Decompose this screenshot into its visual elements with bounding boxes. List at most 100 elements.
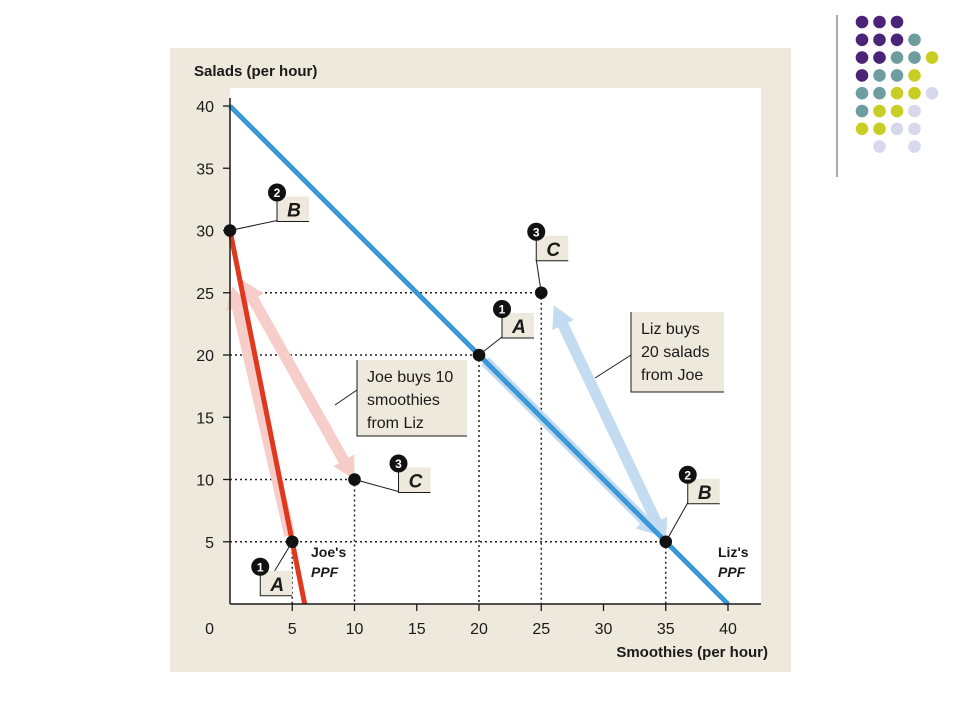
joe-c-leader: [354, 479, 399, 492]
y-tick-label: 20: [196, 348, 214, 365]
joe-trade-note-box: [357, 360, 467, 436]
x-tick-label: 10: [346, 621, 364, 638]
y-tick-label: 40: [196, 99, 214, 116]
liz-ppf-label-line2: PPF: [718, 564, 746, 580]
joe-b-number-badge: [268, 183, 286, 202]
liz-a-number-badge: [493, 300, 511, 318]
decorative-dot: [855, 86, 869, 100]
origin-label: 0: [205, 621, 214, 638]
liz-b-leader: [665, 502, 689, 542]
liz-b-label-box: [687, 478, 720, 504]
liz-c-number-badge: [527, 222, 546, 241]
decorative-dot: [873, 140, 886, 153]
decorative-dot: [908, 51, 921, 64]
decorative-dot: [925, 51, 939, 64]
decorative-dot: [908, 33, 921, 47]
decorative-dot: [873, 104, 886, 118]
joe-b-label-frame: [276, 196, 309, 222]
joe-trade-note-frame: [356, 360, 467, 437]
joe-ppf-label-line2: PPF: [311, 564, 339, 580]
decorative-dot: [925, 86, 939, 100]
decorative-dot: [890, 104, 904, 118]
liz-trade-note-frame: [630, 312, 724, 393]
decorative-dot: [890, 69, 904, 82]
x-tick-label: 25: [532, 621, 550, 638]
decorative-dot: [890, 33, 904, 47]
x-tick-label: 30: [595, 621, 613, 638]
liz-c-leader: [535, 259, 542, 293]
decorative-dot: [855, 51, 869, 64]
decorative-dot: [855, 15, 869, 29]
decorative-dot: [873, 122, 886, 136]
joe-c-label: C: [409, 472, 423, 493]
joe-a-label-frame: [259, 570, 293, 597]
liz-a-label-frame: [501, 313, 534, 339]
joe-b-leader: [229, 220, 278, 231]
liz-c-label-frame: [535, 235, 569, 262]
decorative-dot: [855, 104, 869, 118]
decorative-dot: [908, 69, 921, 82]
liz-b-label: B: [698, 483, 712, 504]
liz-trade-note-leader: [594, 354, 632, 379]
decorative-dot-grid: [836, 15, 939, 177]
x-tick-label: 40: [719, 621, 737, 638]
joe-c-number: 3: [395, 457, 402, 471]
y-tick-label: 25: [196, 286, 214, 303]
x-tick-label: 35: [657, 621, 675, 638]
liz-trade-note-line: from Joe: [641, 367, 703, 384]
liz-a-number: 1: [499, 303, 506, 317]
liz-c-number: 3: [533, 225, 540, 239]
liz-c-label: C: [546, 240, 560, 261]
joe-a-number: 1: [257, 560, 264, 574]
y-tick-label: 30: [196, 224, 214, 241]
decorative-dot: [908, 86, 921, 100]
decorative-dot: [908, 140, 921, 153]
x-axis-title: Smoothies (per hour): [616, 644, 768, 661]
liz-trade-note-box: [631, 312, 724, 392]
y-axis-title: Salads (per hour): [194, 63, 317, 80]
y-tick-label: 5: [205, 535, 214, 552]
decorative-dot: [855, 122, 869, 136]
joe-trade-arrow: [242, 280, 355, 480]
joe-a-number-badge: [251, 557, 270, 576]
joe-a-label: A: [269, 575, 284, 596]
joe-trade-note-leader: [334, 389, 358, 406]
liz-a-label: A: [511, 317, 526, 338]
decorative-dot: [890, 122, 904, 136]
joe-trade-note-line: from Liz: [367, 415, 424, 432]
liz-a-leader: [478, 336, 503, 356]
liz-trade-note-line: Liz buys: [641, 321, 700, 338]
decorative-dot: [873, 33, 886, 47]
liz-b-number-badge: [678, 465, 697, 484]
liz-b-label-frame: [687, 478, 720, 505]
decorative-dot: [908, 104, 921, 118]
joe-c-label-frame: [398, 467, 431, 493]
joe-c-number-badge: [389, 454, 408, 473]
liz-ppf-label-line1: Liz's: [718, 544, 749, 560]
liz-b-point: [659, 535, 673, 549]
x-tick-label: 20: [470, 621, 488, 638]
liz-b-number: 2: [684, 468, 691, 482]
liz-trade-arrow: [552, 305, 668, 542]
decorative-dot: [908, 122, 921, 136]
x-tick-label: 15: [408, 621, 426, 638]
joe-ppf-label-line1: Joe's: [311, 544, 346, 560]
joe-b-label: B: [287, 201, 301, 222]
liz-c-label-box: [536, 235, 569, 261]
y-tick-label: 35: [196, 161, 214, 178]
decorative-dot: [855, 69, 869, 82]
decorative-dot: [873, 51, 886, 64]
joe-b-label-box: [277, 196, 309, 222]
x-tick-label: 5: [288, 621, 297, 638]
annotations: Joe's PPF Liz's PPF Joe buys 10 smoothies from…: [311, 312, 749, 580]
guide-lines: [230, 292, 667, 604]
y-tick-label: 15: [196, 410, 214, 427]
decorative-dot: [855, 33, 869, 47]
y-tick-label: 10: [196, 473, 214, 490]
decorative-dot: [890, 51, 904, 64]
liz-trade-note-line: 20 salads: [641, 344, 710, 361]
